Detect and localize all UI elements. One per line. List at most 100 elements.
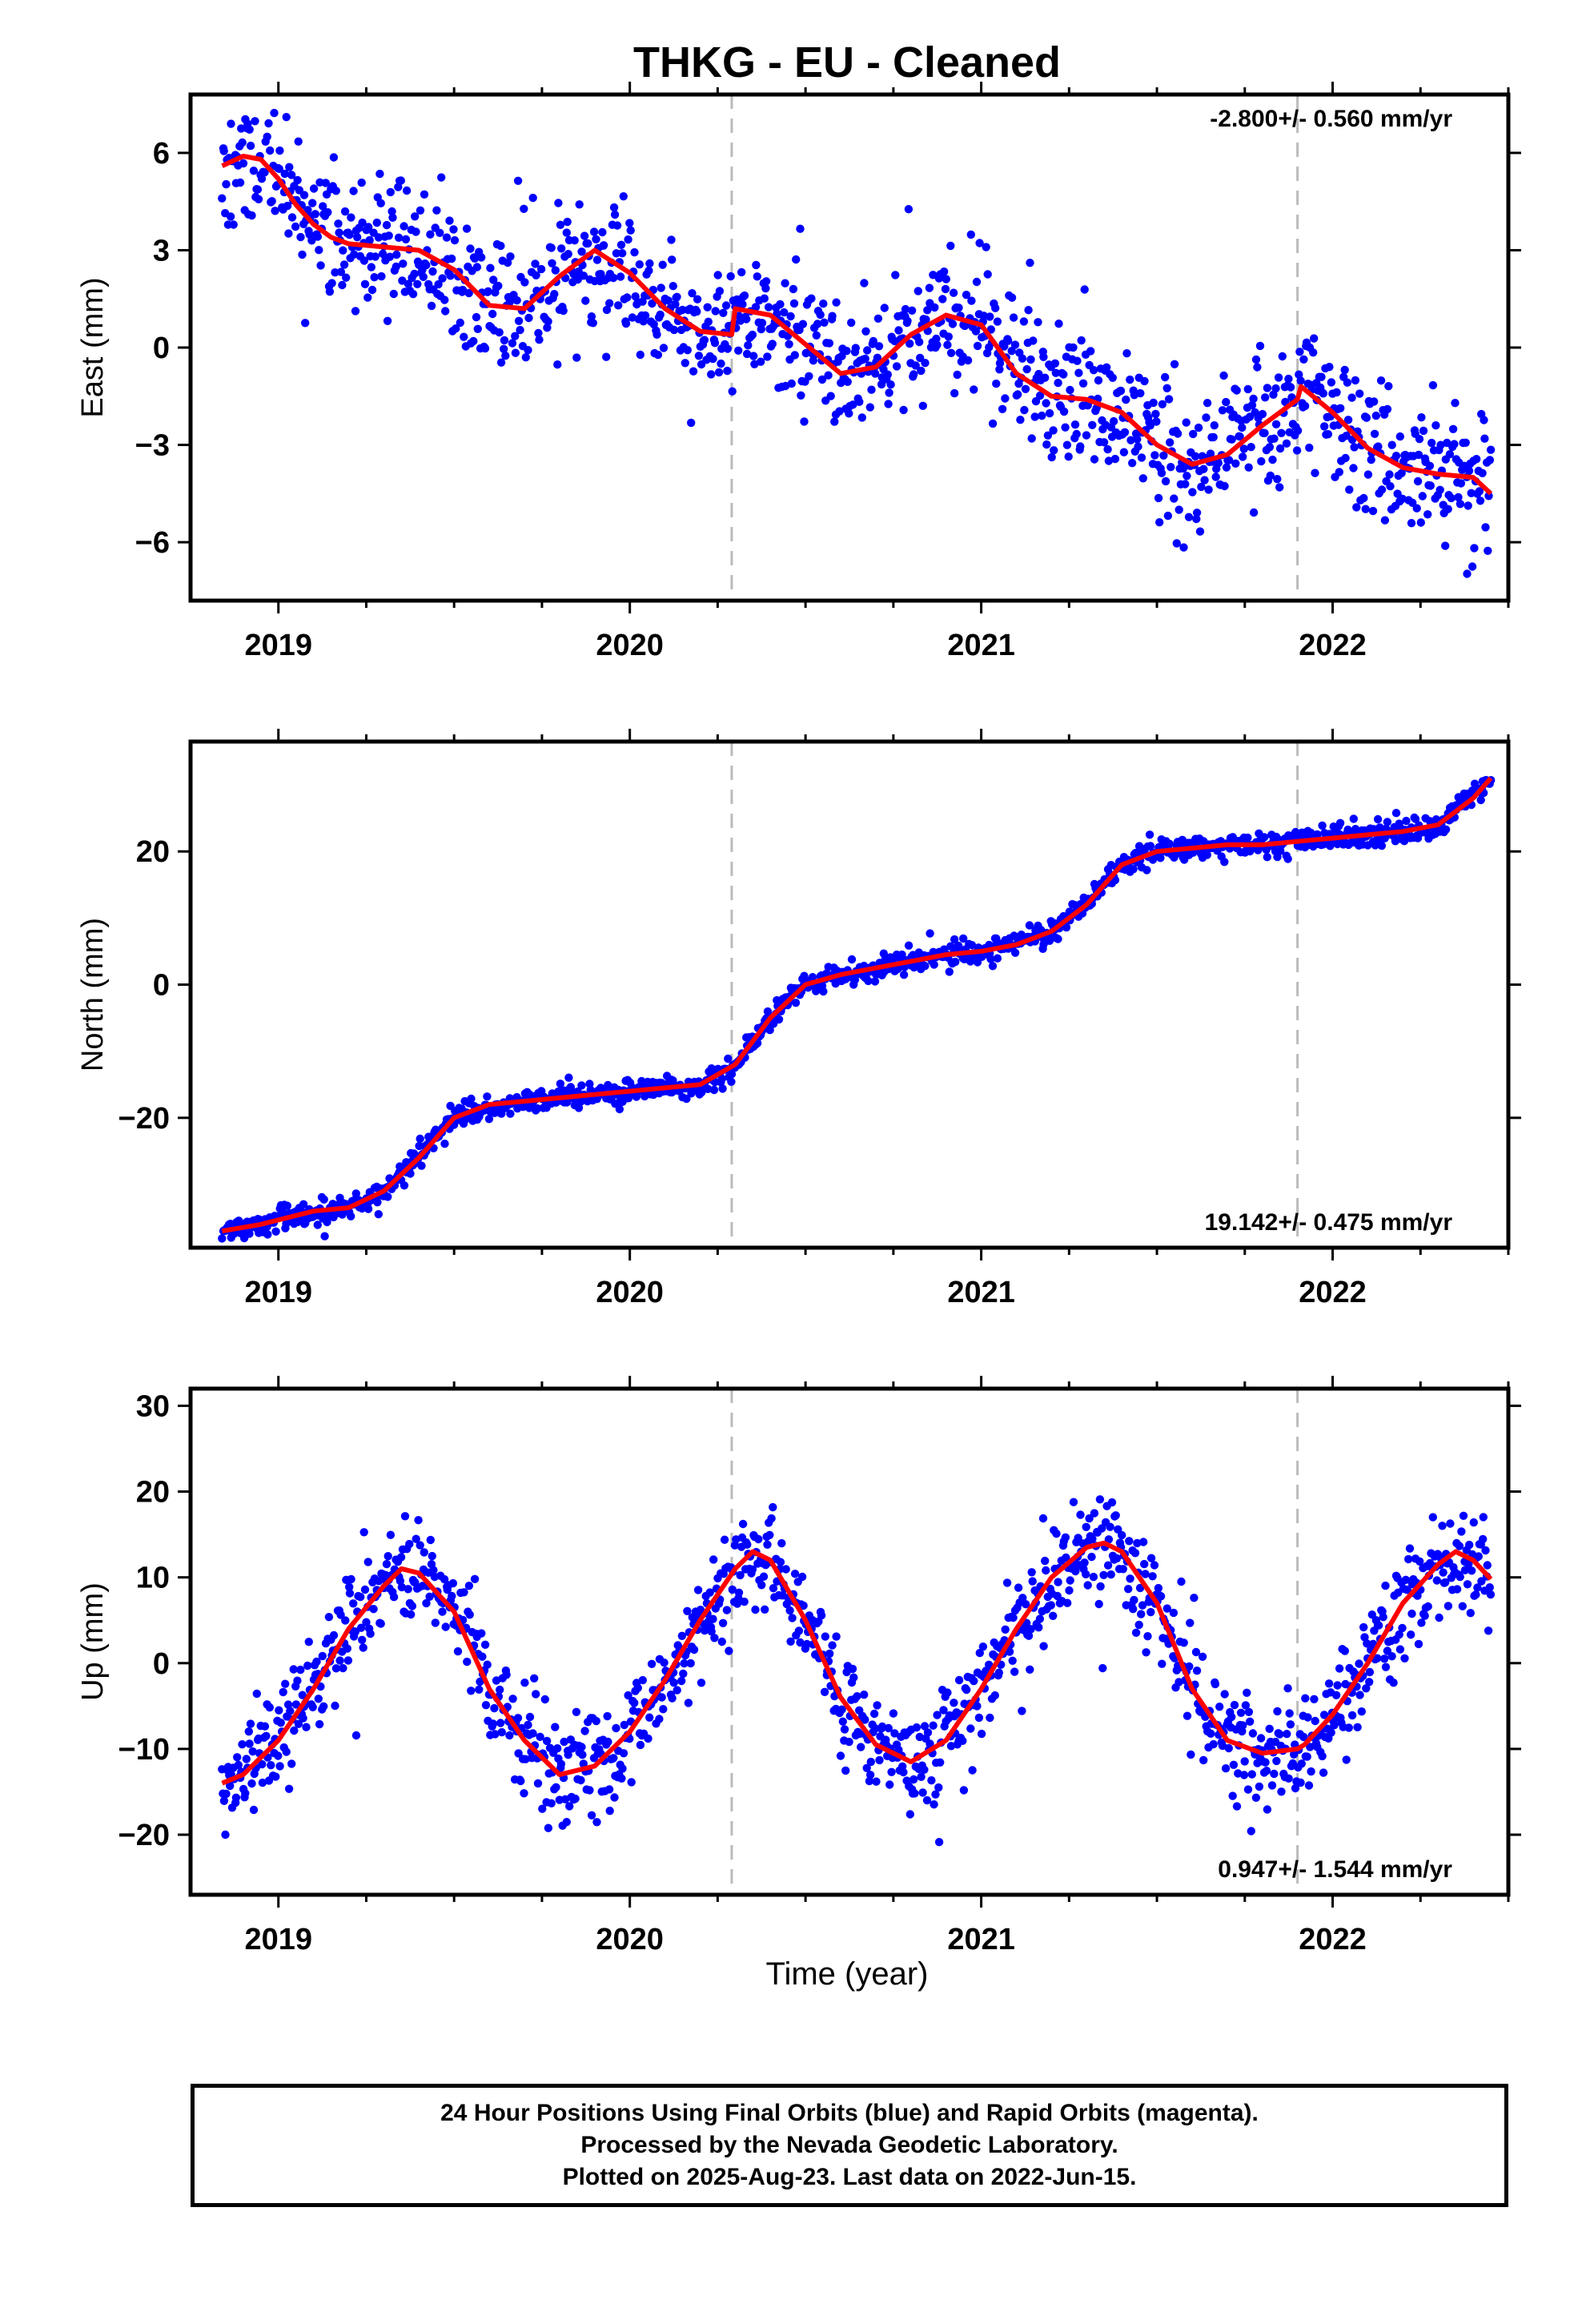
up-data-point (1106, 1570, 1115, 1579)
up-data-point (258, 1759, 267, 1769)
east-data-point (339, 260, 349, 269)
east-data-point (464, 288, 473, 298)
east-data-point (1019, 317, 1029, 326)
east-data-point (287, 171, 296, 179)
up-data-point (769, 1502, 777, 1512)
up-data-point (950, 1699, 958, 1707)
up-data-point (1142, 1648, 1150, 1657)
east-data-point (520, 278, 529, 287)
east-data-point (1370, 429, 1379, 438)
east-data-point (667, 235, 676, 244)
up-data-point (975, 1648, 985, 1658)
up-data-point (1319, 1711, 1329, 1719)
north-data-point (320, 1232, 329, 1240)
up-data-point (1400, 1654, 1409, 1663)
up-data-point (1008, 1656, 1017, 1665)
east-data-point (723, 344, 733, 353)
east-data-point (1464, 501, 1472, 510)
east-data-point (1022, 364, 1031, 374)
east-data-point (649, 320, 658, 329)
up-x-tick-label: 2020 (596, 1923, 664, 1956)
east-data-point (516, 325, 524, 335)
up-data-point (1407, 1630, 1415, 1639)
east-data-point (229, 220, 238, 229)
up-data-point (1080, 1558, 1089, 1567)
east-data-point (1323, 430, 1333, 439)
up-data-point (738, 1519, 748, 1529)
north-data-point (245, 1229, 254, 1238)
up-data-point (1089, 1572, 1098, 1582)
north-data-point (615, 1104, 624, 1114)
east-data-point (911, 361, 920, 370)
north-y-tick-label: −20 (118, 1102, 170, 1136)
up-data-point (1483, 1561, 1492, 1570)
up-data-point (838, 1717, 848, 1726)
up-data-point (926, 1739, 934, 1748)
up-data-point (516, 1776, 525, 1786)
up-data-point (400, 1512, 410, 1521)
up-data-point (933, 1711, 942, 1719)
east-data-point (687, 418, 696, 428)
up-data-point (1240, 1757, 1249, 1766)
east-data-point (1197, 482, 1206, 492)
east-data-point (636, 350, 644, 360)
east-data-point (913, 287, 923, 296)
east-data-point (728, 387, 737, 396)
north-data-point (1165, 839, 1174, 849)
up-data-point (710, 1634, 719, 1642)
north-data-point (1025, 921, 1034, 930)
east-data-point (1296, 376, 1305, 385)
up-data-point (1273, 1707, 1282, 1716)
east-data-point (367, 263, 375, 271)
north-data-point (351, 1189, 360, 1198)
up-data-point (1054, 1578, 1062, 1586)
east-data-point (311, 210, 319, 219)
up-data-point (633, 1683, 642, 1692)
east-data-point (1210, 421, 1219, 430)
east-data-point (669, 325, 679, 335)
up-data-point (1146, 1607, 1155, 1617)
up-data-point (1272, 1756, 1281, 1766)
up-data-point (345, 1582, 354, 1592)
east-data-point (962, 291, 971, 300)
east-data-point (1049, 426, 1058, 435)
east-data-point (254, 195, 263, 203)
east-data-point (683, 346, 692, 355)
east-data-point (760, 294, 769, 303)
up-data-point (248, 1747, 257, 1756)
up-data-point (294, 1719, 303, 1728)
north-data-point (347, 1212, 355, 1221)
east-data-point (943, 340, 952, 349)
east-data-point (982, 243, 990, 251)
up-data-point (679, 1669, 688, 1679)
up-data-point (428, 1551, 436, 1561)
east-data-point (536, 264, 546, 274)
east-data-point (387, 207, 396, 216)
east-data-point (307, 236, 316, 245)
north-x-tick-label: 2019 (244, 1276, 312, 1309)
east-data-point (489, 275, 498, 284)
up-data-point (920, 1722, 930, 1731)
east-data-point (645, 259, 654, 268)
up-data-point (966, 1724, 975, 1733)
east-data-point (238, 138, 247, 147)
up-data-point (1186, 1618, 1195, 1627)
east-data-point (1363, 470, 1373, 479)
east-data-point (944, 332, 954, 341)
east-data-point (1311, 468, 1319, 477)
up-data-point (865, 1771, 875, 1779)
up-data-point (303, 1661, 312, 1671)
up-data-point (1456, 1572, 1464, 1582)
up-data-point (1005, 1647, 1014, 1656)
up-data-point (990, 1691, 1000, 1700)
up-data-point (751, 1605, 760, 1614)
east-data-point (378, 249, 387, 259)
up-data-point (740, 1597, 749, 1606)
east-data-point (710, 339, 720, 348)
east-data-point (1192, 514, 1201, 524)
east-data-point (367, 285, 377, 295)
east-data-point (264, 119, 273, 128)
up-data-point (1365, 1678, 1374, 1687)
east-data-point (658, 260, 667, 269)
up-data-point (1024, 1631, 1034, 1640)
